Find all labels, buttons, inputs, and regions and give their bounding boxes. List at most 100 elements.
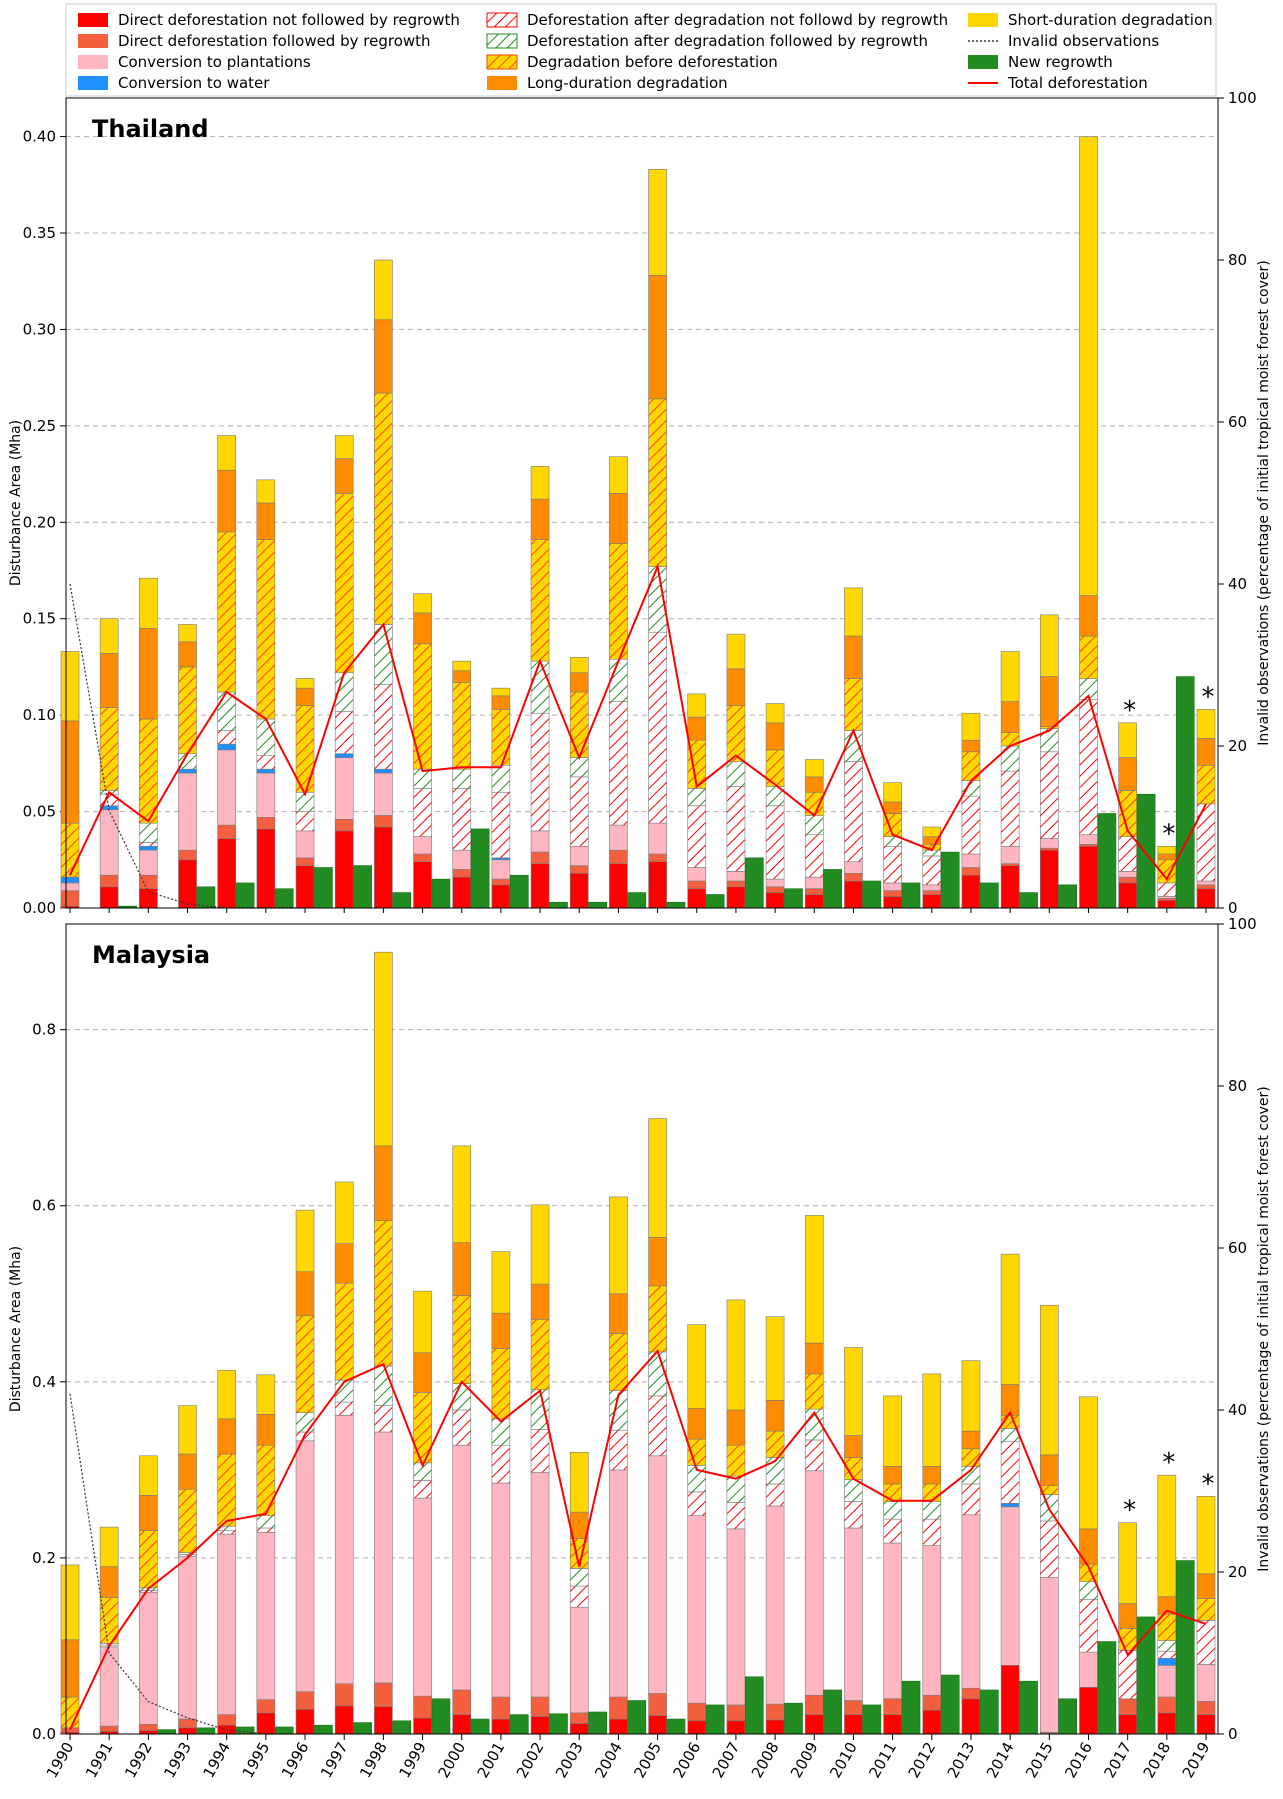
bar-ld-1998 <box>374 1145 393 1222</box>
bar-adnr-2012 <box>922 855 942 886</box>
bar-dnr-2015 <box>1040 849 1059 909</box>
bar-dbd-2010 <box>844 678 863 731</box>
bar-adr-2009 <box>804 815 824 836</box>
bar-nr-1997 <box>353 1722 372 1735</box>
bar-adnr-2011 <box>883 1518 902 1544</box>
y2-tick-label: 40 <box>1228 575 1247 593</box>
bar-dnr-1992 <box>139 1730 158 1735</box>
legend-swatch-wa <box>78 76 108 90</box>
bar-adnr-2013 <box>961 1483 981 1516</box>
bar-dbd-1997 <box>334 1282 354 1381</box>
bar-ld-1994 <box>217 469 236 533</box>
bar-adnr-2018 <box>1157 1650 1177 1659</box>
bar-sd-2006 <box>687 1324 707 1409</box>
x-tick-label-2014: 2014 <box>983 1739 1018 1781</box>
y2-tick-label: 20 <box>1228 1563 1247 1581</box>
bar-dr-1999 <box>413 1695 432 1719</box>
asterisk-2017: * <box>1123 696 1136 726</box>
bar-dbd-2003 <box>569 691 589 758</box>
bar-adnr-2006 <box>687 1491 707 1516</box>
bar-pl-1995 <box>256 772 276 818</box>
bar-pl-2005 <box>648 1455 667 1694</box>
bar-dbd-1997 <box>334 493 354 674</box>
bar-pl-1992 <box>139 849 158 876</box>
bar-dnr-2003 <box>569 1723 589 1735</box>
bar-dnr-2013 <box>961 874 981 909</box>
bar-nr-2004 <box>627 1700 647 1735</box>
bar-dr-2003 <box>569 865 589 874</box>
bar-sd-2000 <box>452 1145 472 1244</box>
bar-dr-2005 <box>648 1693 667 1716</box>
bar-ld-1997 <box>334 458 354 494</box>
legend-swatch-dr <box>78 34 108 48</box>
bar-ld-1993 <box>178 1453 197 1490</box>
bar-adnr-1992 <box>139 842 158 847</box>
bar-dbd-2019 <box>1196 764 1216 805</box>
bar-dnr-1993 <box>178 859 197 909</box>
bar-dbd-2007 <box>726 705 746 762</box>
bar-adnr-2015 <box>1040 751 1059 839</box>
bar-nr-1996 <box>314 867 333 909</box>
bar-pl-1994 <box>217 749 236 826</box>
bar-sd-2015 <box>1040 1304 1059 1456</box>
bar-adr-2001 <box>491 1418 511 1446</box>
bar-sd-2014 <box>1000 651 1020 702</box>
bar-dnr-2004 <box>609 1718 628 1735</box>
y2-tick-label: 80 <box>1228 251 1247 269</box>
bar-dnr-1991 <box>99 886 119 909</box>
bar-wa-1997 <box>334 753 354 758</box>
bar-dbd-2009 <box>804 1373 824 1410</box>
bar-nr-2018 <box>1175 676 1195 909</box>
x-tick-label-2002: 2002 <box>513 1739 548 1781</box>
bar-wa-1992 <box>139 845 158 851</box>
bar-adnr-2003 <box>569 776 589 847</box>
bar-dbd-2004 <box>609 543 628 660</box>
y2-tick-label: 100 <box>1228 89 1257 107</box>
asterisk-2019: * <box>1202 682 1215 712</box>
bar-dr-2010 <box>844 1700 863 1715</box>
bar-ld-2006 <box>687 1407 707 1440</box>
bar-dnr-2016 <box>1079 845 1098 909</box>
bar-ld-1997 <box>334 1243 354 1284</box>
bar-pl-2019 <box>1196 880 1216 886</box>
x-tick-label-1996: 1996 <box>278 1739 313 1781</box>
legend-label-td: Total deforestation <box>1007 74 1148 92</box>
bar-adr-2014 <box>1000 745 1020 772</box>
bar-dnr-2001 <box>491 884 511 909</box>
bar-dr-2017 <box>1118 876 1137 884</box>
bar-sd-2001 <box>491 1251 511 1314</box>
bar-dnr-1995 <box>256 828 276 909</box>
bar-ld-1992 <box>139 1495 158 1531</box>
bar-adr-1998 <box>374 1365 393 1406</box>
bar-dr-1993 <box>178 849 197 861</box>
bar-sd-1996 <box>295 1209 315 1273</box>
plot-frame <box>65 97 1219 909</box>
bar-dbd-2016 <box>1079 635 1098 679</box>
bar-pl-2005 <box>648 822 667 855</box>
bar-nr-2012 <box>940 851 960 909</box>
bar-dbd-2005 <box>648 1285 667 1353</box>
bar-sd-1991 <box>99 1526 119 1568</box>
bar-dnr-2002 <box>530 1716 550 1735</box>
bar-adnr-2007 <box>726 1502 746 1530</box>
bar-pl-2011 <box>883 1542 902 1700</box>
bar-pl-2006 <box>687 867 707 882</box>
bar-dnr-2001 <box>491 1718 511 1735</box>
bar-dnr-2006 <box>687 888 707 909</box>
bar-nr-2003 <box>588 901 607 909</box>
bar-dnr-2016 <box>1079 1687 1098 1735</box>
bar-pl-1999 <box>413 836 432 855</box>
bar-ld-1994 <box>217 1418 236 1455</box>
x-tick-label-1995: 1995 <box>239 1739 274 1781</box>
bar-ld-2008 <box>765 722 785 751</box>
bar-sd-1990 <box>60 651 80 722</box>
bar-nr-2000 <box>470 1718 490 1735</box>
bar-pl-1998 <box>374 772 393 816</box>
bar-adnr-2014 <box>1000 770 1020 847</box>
malaysia-panel: 0.0 0.2 0.4 0.6 0.8 0 20 40 60 80 100 * * * Malaysia Di… <box>8 915 1272 1781</box>
bar-sd-2014 <box>1000 1253 1020 1385</box>
bar-dnr-2017 <box>1118 1714 1137 1735</box>
bar-ld-2019 <box>1196 1573 1216 1599</box>
x-tick-label-2000: 2000 <box>435 1739 470 1781</box>
